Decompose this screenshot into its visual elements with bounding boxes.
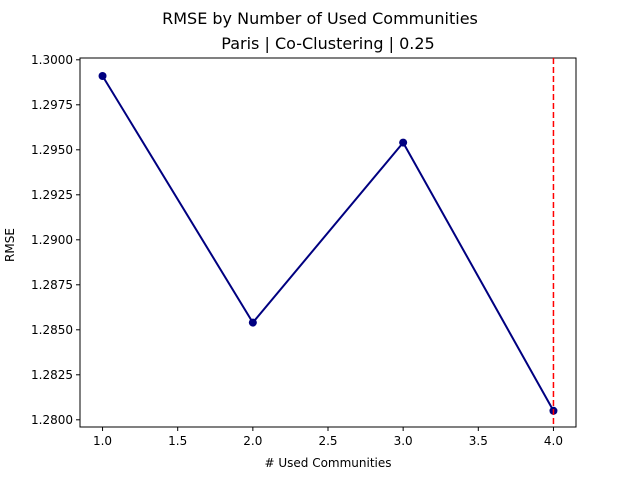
x-axis-label: # Used Communities (264, 456, 391, 470)
y-tick-label: 1.2950 (31, 143, 73, 157)
x-tick-label: 2.5 (318, 434, 337, 448)
data-point (248, 318, 257, 327)
y-tick-label: 1.2850 (31, 323, 73, 337)
x-tick-label: 3.0 (394, 434, 413, 448)
plot-frame (79, 57, 577, 428)
chart-title: RMSE by Number of Used Communities (162, 9, 478, 28)
y-tick-label: 1.2925 (31, 188, 73, 202)
y-tick-label: 1.2900 (31, 233, 73, 247)
y-tick-label: 1.2875 (31, 278, 73, 292)
y-tick-label: 1.2800 (31, 413, 73, 427)
y-axis-label: RMSE (3, 228, 17, 262)
series-line (101, 75, 555, 412)
x-tick-label: 2.0 (243, 434, 262, 448)
y-tick-label: 1.3000 (31, 53, 73, 67)
chart-subtitle: Paris | Co-Clustering | 0.25 (221, 34, 434, 53)
x-tick-label: 1.5 (168, 434, 187, 448)
x-tick-label: 4.0 (544, 434, 563, 448)
data-point (399, 138, 408, 147)
y-tick-label: 1.2975 (31, 98, 73, 112)
data-point (98, 72, 107, 80)
x-tick-label: 3.5 (469, 434, 488, 448)
x-tick-label: 1.0 (93, 434, 112, 448)
y-tick-label: 1.2825 (31, 368, 73, 382)
plot-area: 1.0 1.5 2.0 2.5 3.0 3.5 4.0 1.2800 1.2825 1.2850 1… (31, 53, 577, 448)
